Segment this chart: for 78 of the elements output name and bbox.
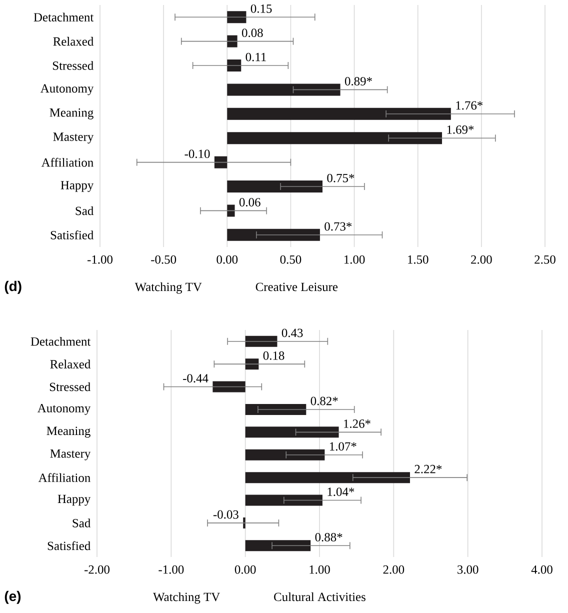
data-label: -0.03 — [213, 510, 238, 519]
y-tick-label: Mastery — [50, 449, 91, 460]
x-tick-label: 3.00 — [458, 565, 478, 574]
bar — [245, 404, 306, 415]
y-tick-label: Sad — [72, 518, 90, 528]
y-tick-label: Happy — [58, 494, 91, 506]
x-tick-label: 4.00 — [531, 565, 552, 574]
text: Watching TV — [153, 592, 220, 604]
data-label: 0.43 — [282, 328, 303, 338]
data-label: -0.10 — [184, 150, 210, 158]
data-label: 0.18 — [263, 351, 284, 360]
y-tick-label: Detachment — [34, 12, 94, 22]
bar — [245, 426, 339, 438]
bar — [227, 132, 442, 144]
text: Creative Leisure — [256, 282, 338, 292]
bar — [214, 156, 228, 168]
y-tick-label: Satisfied — [48, 541, 91, 550]
x-tick-label: 2.00 — [383, 565, 404, 574]
x-tick-label: -0.50 — [151, 255, 176, 264]
data-label: 0.89* — [344, 77, 372, 86]
text: Cultural Activities — [274, 592, 366, 602]
data-label: 0.73* — [324, 222, 352, 231]
data-label: 0.82* — [310, 396, 338, 406]
x-tick-label: 0.00 — [234, 565, 256, 574]
bar — [227, 35, 238, 48]
data-label: 1.26* — [344, 420, 370, 428]
text: (d) — [4, 280, 22, 294]
bar — [245, 336, 278, 347]
x-tick-label: -1.00 — [88, 255, 112, 264]
x-tick-label: 2.00 — [471, 255, 492, 264]
data-label: 0.75* — [327, 174, 354, 182]
y-tick-label: Satisfied — [50, 230, 94, 240]
y-tick-label: Sad — [76, 206, 94, 216]
data-label: 0.15 — [250, 4, 272, 13]
bar — [245, 494, 322, 506]
x-tick-label: 1.50 — [408, 255, 428, 264]
x-tick-label: 0.50 — [280, 255, 302, 264]
y-tick-label: Meaning — [50, 108, 94, 120]
bar — [227, 84, 340, 96]
data-label: 1.76* — [456, 101, 483, 110]
data-label: 1.69* — [447, 125, 474, 134]
y-tick-label: Autonomy — [40, 84, 94, 96]
data-label: 1.07* — [330, 442, 356, 451]
y-tick-label: Mastery — [53, 132, 94, 144]
data-label: 0.08 — [242, 28, 263, 38]
y-tick-label: Detachment — [30, 336, 91, 346]
bar — [227, 204, 235, 217]
data-label: -0.44 — [183, 374, 208, 383]
bar — [245, 449, 325, 460]
y-tick-label: Stressed — [52, 61, 94, 70]
data-label: 1.04* — [328, 488, 354, 496]
x-tick-label: -2.00 — [84, 565, 110, 574]
data-label: 0.88* — [315, 533, 342, 542]
x-tick-label: 2.50 — [534, 255, 556, 264]
data-label: 0.11 — [246, 52, 266, 62]
y-tick-label: Affiliation — [38, 473, 90, 482]
bar — [227, 108, 451, 120]
bar — [227, 180, 322, 193]
y-tick-label: Happy — [60, 181, 94, 192]
data-label: 2.22* — [414, 464, 442, 474]
data-label: 0.06 — [239, 198, 260, 207]
x-tick-label: 1.00 — [344, 255, 365, 264]
x-tick-label: 1.00 — [310, 565, 330, 574]
y-tick-label: Affiliation — [41, 158, 94, 167]
text: (e) — [4, 590, 21, 604]
y-tick-label: Relaxed — [53, 36, 94, 46]
bar — [212, 381, 246, 392]
bar — [227, 228, 320, 241]
bar — [227, 11, 246, 24]
x-tick-label: 0.00 — [216, 255, 238, 264]
text: Watching TV — [134, 282, 202, 294]
y-tick-label: Autonomy — [38, 404, 91, 415]
bar — [245, 472, 410, 484]
y-tick-label: Relaxed — [50, 360, 91, 368]
x-tick-label: -1.00 — [158, 565, 184, 574]
bar — [245, 540, 311, 552]
y-tick-label: Stressed — [50, 382, 90, 392]
y-tick-label: Meaning — [46, 426, 90, 438]
